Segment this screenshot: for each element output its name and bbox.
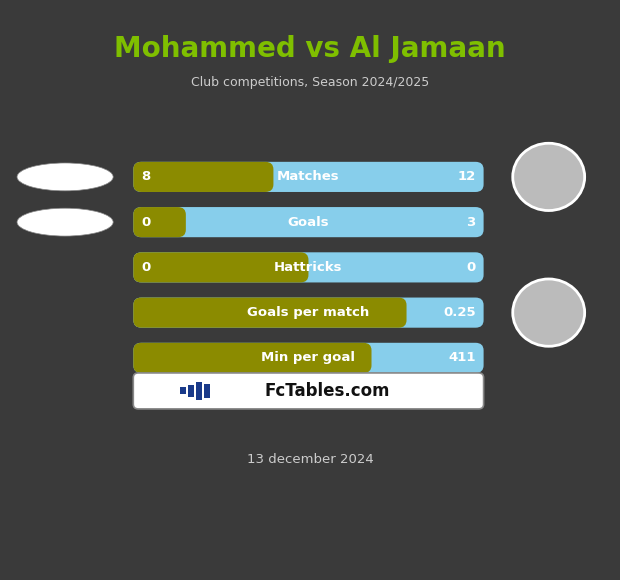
Text: Mohammed vs Al Jamaan: Mohammed vs Al Jamaan xyxy=(114,35,506,63)
Text: 0: 0 xyxy=(141,261,151,274)
Text: Matches: Matches xyxy=(277,171,340,183)
Text: 0.25: 0.25 xyxy=(443,306,476,319)
Text: 0: 0 xyxy=(141,216,151,229)
Text: Hattricks: Hattricks xyxy=(274,261,343,274)
Text: Min per goal: Min per goal xyxy=(262,351,355,364)
Text: 411: 411 xyxy=(448,351,476,364)
Text: Goals per match: Goals per match xyxy=(247,306,370,319)
Text: Goals: Goals xyxy=(288,216,329,229)
Bar xyxy=(196,382,202,400)
Circle shape xyxy=(513,279,585,346)
Ellipse shape xyxy=(17,208,113,236)
FancyBboxPatch shape xyxy=(133,373,484,409)
Text: 3: 3 xyxy=(466,216,476,229)
FancyBboxPatch shape xyxy=(133,298,407,328)
FancyBboxPatch shape xyxy=(133,252,309,282)
FancyBboxPatch shape xyxy=(133,343,484,373)
Text: FcTables.com: FcTables.com xyxy=(264,382,390,400)
FancyBboxPatch shape xyxy=(133,162,484,192)
Bar xyxy=(204,384,210,398)
Text: 12: 12 xyxy=(458,171,476,183)
Circle shape xyxy=(513,143,585,211)
Bar xyxy=(188,385,194,397)
Ellipse shape xyxy=(17,163,113,191)
FancyBboxPatch shape xyxy=(133,207,484,237)
Text: 0: 0 xyxy=(466,261,476,274)
Text: Club competitions, Season 2024/2025: Club competitions, Season 2024/2025 xyxy=(191,77,429,89)
FancyBboxPatch shape xyxy=(133,252,484,282)
Text: 8: 8 xyxy=(141,171,151,183)
FancyBboxPatch shape xyxy=(133,298,484,328)
FancyBboxPatch shape xyxy=(133,343,371,373)
FancyBboxPatch shape xyxy=(133,207,186,237)
Text: 13 december 2024: 13 december 2024 xyxy=(247,453,373,466)
FancyBboxPatch shape xyxy=(133,162,273,192)
Bar xyxy=(180,387,186,394)
